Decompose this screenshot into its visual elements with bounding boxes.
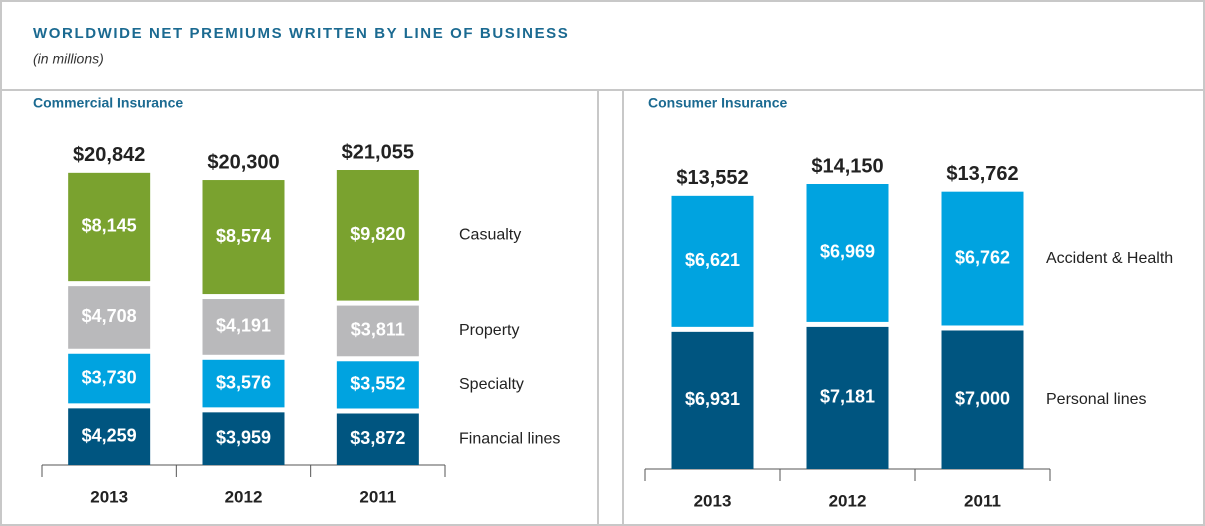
value-label: $8,574 — [216, 226, 271, 246]
value-label: $6,762 — [955, 247, 1010, 267]
value-label: $3,811 — [351, 320, 405, 340]
page-subtitle: (in millions) — [33, 51, 104, 67]
bar-segment — [68, 286, 151, 349]
total-label: $13,762 — [946, 163, 1018, 185]
total-label: $21,055 — [342, 141, 414, 163]
legend-label: Property — [459, 322, 519, 339]
total-label: $20,300 — [207, 151, 279, 173]
value-label: $6,969 — [820, 242, 875, 262]
bar-segment — [941, 191, 1024, 326]
value-label: $7,181 — [820, 387, 875, 407]
bar-segment — [202, 412, 285, 465]
total-label: $20,842 — [73, 144, 145, 166]
x-tick-label: 2011 — [964, 491, 1001, 510]
value-label: $4,259 — [82, 425, 137, 445]
bar-segment — [202, 180, 285, 295]
bar-segment — [806, 326, 889, 469]
bar-segment — [806, 184, 889, 322]
legend-label: Specialty — [459, 376, 524, 393]
x-tick-label: 2011 — [359, 487, 396, 506]
legend-label: Accident & Health — [1046, 250, 1173, 267]
value-label: $9,820 — [350, 224, 405, 244]
page-title: WORLDWIDE NET PREMIUMS WRITTEN BY LINE O… — [33, 25, 569, 42]
value-label: $4,191 — [216, 316, 271, 336]
value-label: $6,931 — [685, 389, 740, 409]
bar-segment — [336, 361, 419, 409]
bar-segment — [671, 195, 754, 327]
value-label: $4,708 — [82, 306, 137, 326]
bar-segment — [336, 305, 419, 357]
value-label: $3,576 — [216, 372, 271, 392]
value-label: $3,552 — [350, 374, 405, 394]
bar-segment — [68, 353, 151, 404]
value-label: $7,000 — [955, 388, 1010, 408]
legend-label: Financial lines — [459, 430, 560, 447]
bar-segment — [336, 170, 419, 301]
total-label: $14,150 — [811, 155, 883, 177]
bar-segment — [671, 331, 754, 469]
value-label: $6,621 — [685, 250, 740, 270]
x-tick-label: 2013 — [694, 491, 732, 510]
bar-segment — [68, 408, 151, 465]
bar-segment — [202, 359, 285, 408]
bar-segment — [336, 413, 419, 465]
bar-segment — [68, 172, 151, 282]
panel-title: Consumer Insurance — [648, 95, 787, 111]
x-tick-label: 2013 — [90, 487, 128, 506]
value-label: $3,872 — [350, 428, 405, 448]
value-label: $3,959 — [216, 427, 271, 447]
legend-label: Casualty — [459, 227, 521, 244]
legend-label: Personal lines — [1046, 391, 1147, 408]
value-label: $3,730 — [82, 367, 137, 387]
panel-title: Commercial Insurance — [33, 95, 183, 111]
x-tick-label: 2012 — [225, 487, 263, 506]
total-label: $13,552 — [676, 167, 748, 189]
bar-segment — [202, 299, 285, 355]
bar-segment — [941, 330, 1024, 469]
value-label: $8,145 — [82, 216, 137, 236]
x-tick-label: 2012 — [829, 491, 867, 510]
